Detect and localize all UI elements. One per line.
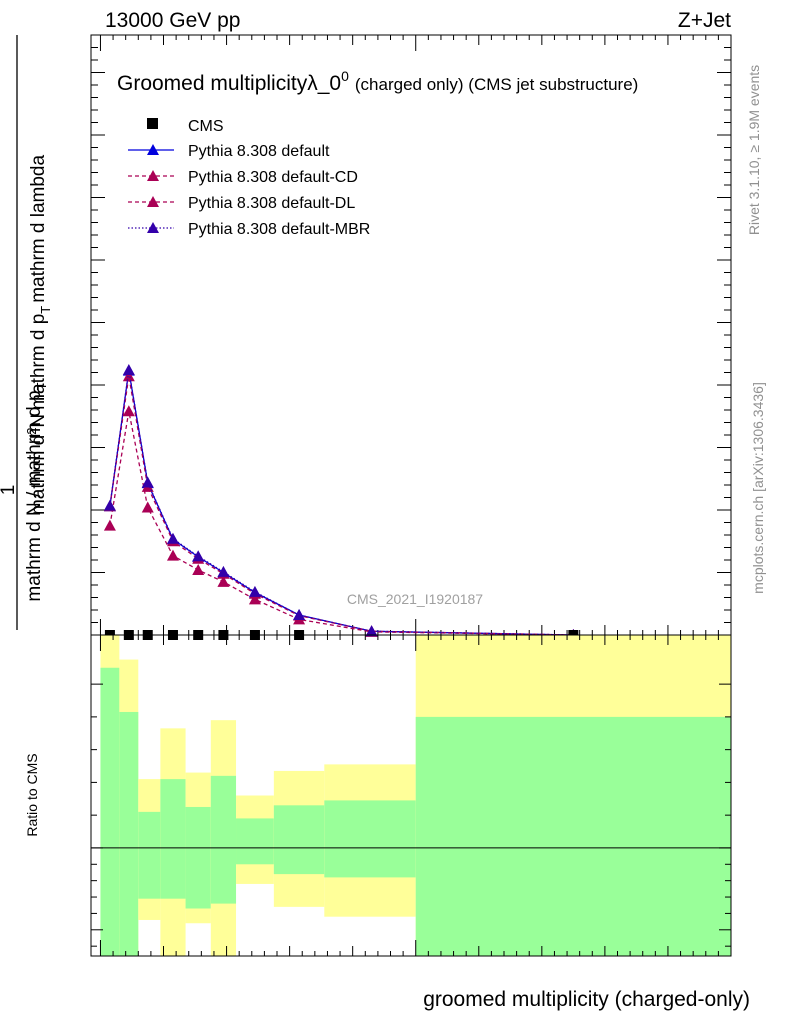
main-panel <box>91 35 732 640</box>
ratio-green-band <box>273 805 325 875</box>
ratio-green-band <box>100 667 120 956</box>
analysis-watermark: CMS_2021_I1920187 <box>347 591 483 607</box>
series-line-1 <box>109 411 574 636</box>
series-marker-3 <box>365 625 378 637</box>
ratio-green-band <box>415 716 731 956</box>
series-marker-3 <box>217 565 230 577</box>
series-marker-1 <box>217 575 230 587</box>
series-marker-1 <box>141 501 154 513</box>
series-marker-1 <box>103 519 116 531</box>
ylabel-one: 1 <box>0 485 19 496</box>
legend-marker-mbr <box>147 222 159 233</box>
series-marker-1 <box>122 405 135 417</box>
series-line-3 <box>109 369 574 636</box>
legend-label-cd: Pythia 8.308 default-CD <box>188 169 358 186</box>
legend-label-mbr: Pythia 8.308 default-MBR <box>188 221 370 238</box>
series-marker-2 <box>122 370 135 382</box>
mcplots-reference-label: mcplots.cern.ch [arXiv:1306.3436] <box>750 382 766 594</box>
ratio-green-band <box>185 806 211 909</box>
ratio-ylabel: Ratio to CMS <box>24 753 40 836</box>
plot-title: Groomed multiplicityλ_00 (charged only) (… <box>117 68 638 95</box>
series-line-2 <box>109 376 574 636</box>
rivet-version-label: Rivet 3.1.10, ≥ 1.9M events <box>746 65 762 235</box>
legend-cms-marker <box>147 118 158 129</box>
ratio-panel <box>91 635 732 956</box>
header-energy: 13000 GeV pp <box>105 9 240 32</box>
series-marker-1 <box>166 549 179 561</box>
ratio-green-band <box>138 811 161 899</box>
series-marker-3 <box>122 364 135 375</box>
legend-label-default: Pythia 8.308 default <box>188 143 330 160</box>
ylabel-denominator: mathrm d N / mathrm d pT <box>24 382 49 601</box>
series-marker-3 <box>248 585 261 597</box>
series-marker-3 <box>192 550 205 562</box>
legend-label-cms: CMS <box>188 118 224 135</box>
ratio-frame <box>90 634 732 957</box>
series-marker-3 <box>293 609 306 620</box>
series-marker-3 <box>166 532 179 544</box>
ylabel-numerator: mathrm d2Nmathrm d pTmathrm d lambda <box>24 155 53 516</box>
legend-marker-default <box>147 144 159 155</box>
legend: CMS Pythia 8.308 default Pythia 8.308 de… <box>128 118 370 238</box>
ratio-green-band <box>236 818 274 865</box>
ratio-green-band <box>210 775 237 904</box>
legend-marker-cd <box>147 170 159 181</box>
series-marker-3 <box>141 476 154 488</box>
ratio-green-band <box>160 779 186 899</box>
header-process: Z+Jet <box>678 9 731 32</box>
xlabel: groomed multiplicity (charged-only) <box>423 988 750 1011</box>
ratio-green-band <box>119 711 139 956</box>
legend-marker-dl <box>147 196 159 207</box>
series-marker-3 <box>103 499 116 511</box>
main-frame <box>90 34 732 636</box>
series-line-0 <box>109 370 574 636</box>
legend-label-dl: Pythia 8.308 default-DL <box>188 195 355 212</box>
ratio-green-band <box>324 800 416 878</box>
series-marker-1 <box>192 564 205 575</box>
main-ylabel: mathrm d2Nmathrm d pTmathrm d lambda 1 m… <box>0 35 53 630</box>
series-marker-1 <box>248 593 261 605</box>
